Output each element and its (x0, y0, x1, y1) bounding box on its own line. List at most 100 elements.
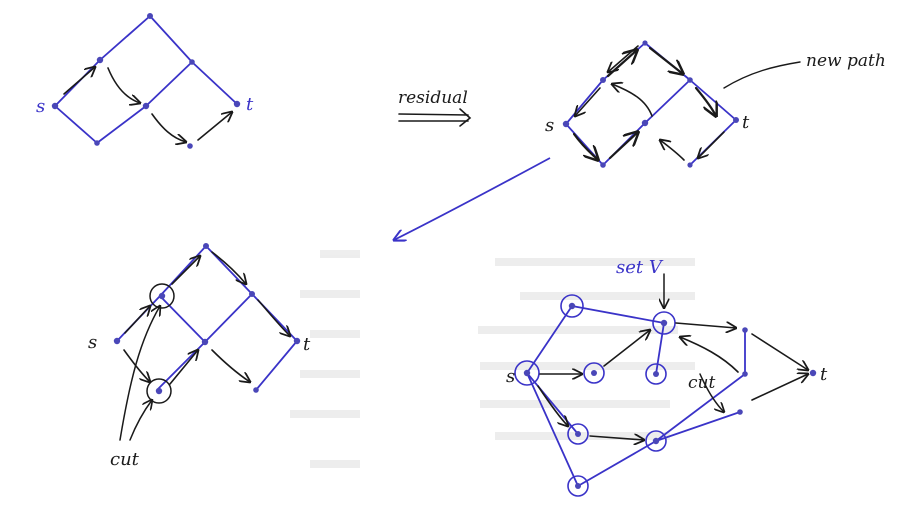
edge (655, 373, 746, 442)
set-v-circle (652, 311, 676, 335)
graph-original (54, 15, 238, 144)
node (742, 371, 748, 377)
label-t: t (742, 112, 750, 133)
node (600, 77, 606, 83)
node (253, 387, 259, 393)
flow-arrow (151, 113, 186, 142)
edge (156, 341, 206, 391)
flow-arrow (603, 330, 650, 367)
cut-circle (146, 378, 172, 404)
node (147, 13, 153, 19)
label-s: s (545, 115, 554, 136)
residual-arrow-back (612, 84, 653, 117)
label-t: t (246, 94, 254, 115)
flow-arrow (537, 385, 568, 426)
residual-arrow-back (575, 87, 601, 116)
label-s: s (36, 96, 45, 117)
edge (655, 411, 741, 442)
node (189, 59, 195, 65)
edge (191, 61, 238, 105)
set-v-circle (567, 423, 589, 445)
node (96, 56, 104, 64)
edge (204, 293, 253, 343)
label-cut: cut (110, 449, 140, 470)
node-s (51, 102, 59, 110)
residual-arrow (606, 50, 637, 78)
node (591, 370, 597, 376)
graph-residual-nodes (562, 40, 739, 168)
label-set-v: set V (616, 257, 664, 278)
flow-arrow (197, 112, 232, 141)
graph-residual (565, 42, 801, 166)
node (641, 119, 649, 127)
residual-arrow-back (660, 140, 685, 161)
graph-original-nodes (51, 13, 241, 149)
residual-arrow (694, 86, 716, 116)
edge (99, 15, 151, 61)
node (158, 292, 166, 300)
flow-arrow (211, 251, 246, 284)
new-path-pointer (723, 61, 801, 89)
residual-arrow (648, 46, 683, 74)
set-v-circle (560, 294, 584, 318)
node (653, 371, 659, 377)
flow-arrow (63, 67, 95, 95)
flow-arrow (675, 323, 736, 328)
edge (159, 245, 207, 297)
node (642, 40, 648, 46)
edge (526, 305, 573, 374)
node (575, 483, 581, 489)
set-v-circle (514, 360, 540, 386)
graph-general (514, 273, 808, 497)
flow-arrow (257, 299, 290, 336)
node-t (293, 337, 301, 345)
bleed-through-text (290, 250, 695, 468)
next-step-arrow (394, 157, 551, 240)
flow-arrow (751, 374, 808, 401)
node (568, 302, 576, 310)
node (687, 162, 693, 168)
node-t (233, 100, 241, 108)
graph-cut-nodes (113, 243, 301, 395)
label-t: t (820, 364, 828, 385)
label-cut: cut (688, 373, 715, 393)
node (660, 319, 668, 327)
flow-arrow (751, 333, 808, 370)
node (187, 143, 193, 149)
edge (689, 79, 737, 121)
edge (96, 105, 147, 144)
graph-general-nodes (523, 302, 817, 489)
edge (577, 440, 657, 487)
node (687, 77, 693, 83)
node-s (562, 120, 570, 128)
edge (159, 295, 206, 343)
edge (255, 340, 298, 391)
set-v-circle (583, 362, 605, 384)
node (155, 387, 163, 395)
flow-arrow (680, 337, 739, 373)
node-t (733, 117, 739, 123)
flow-arrow (169, 350, 198, 385)
edge (145, 61, 193, 107)
edge (571, 305, 665, 324)
node (600, 162, 606, 168)
edge (565, 79, 604, 125)
set-v-circle (645, 363, 667, 385)
edge (54, 105, 98, 144)
flow-arrow (211, 349, 250, 382)
residual-arrow-back (698, 131, 725, 158)
node (201, 338, 209, 346)
residual-arrow (608, 132, 638, 160)
flow-arrow (124, 306, 150, 334)
cut-circle (149, 283, 175, 309)
residual-arrow-back (608, 45, 639, 72)
cut-pointer (129, 400, 152, 441)
edge (655, 322, 665, 375)
flow-arrow (123, 349, 150, 382)
edge (526, 372, 579, 487)
node (575, 431, 581, 437)
flow-arrow (171, 256, 200, 285)
label-s: s (88, 332, 97, 353)
cut-pointer (699, 373, 724, 412)
